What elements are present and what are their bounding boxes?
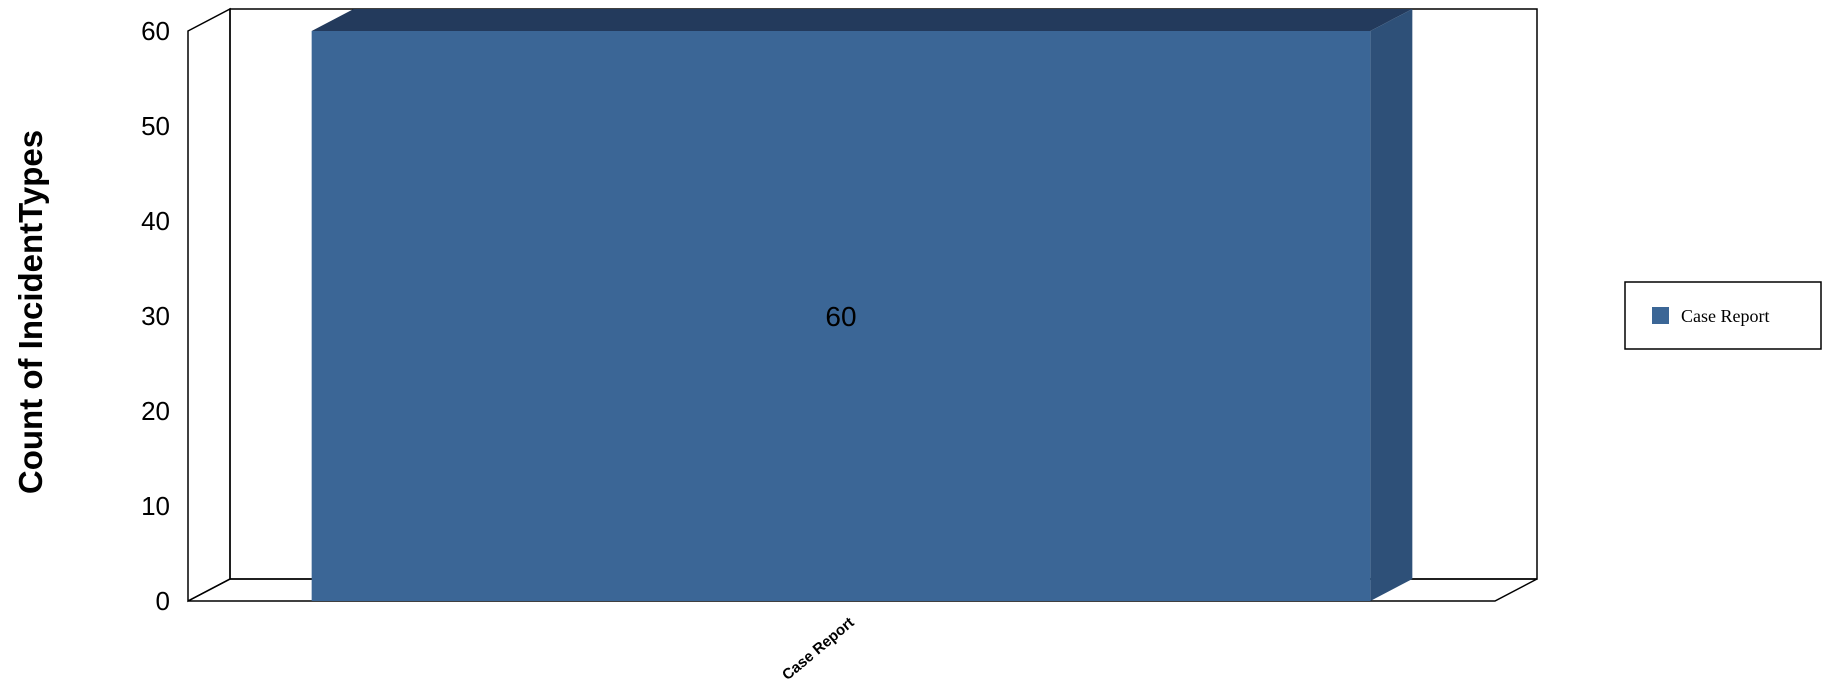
bar-top-face bbox=[311, 9, 1413, 31]
y-tick-label: 0 bbox=[156, 586, 170, 616]
y-axis-ticks: 0 10 20 30 40 50 60 bbox=[141, 16, 170, 616]
y-tick-label: 10 bbox=[141, 491, 170, 521]
x-tick-label: Case Report bbox=[779, 614, 858, 684]
bar-front-face bbox=[311, 31, 1371, 601]
y-tick-label: 30 bbox=[141, 301, 170, 331]
legend-swatch bbox=[1652, 307, 1669, 324]
bar-side-face bbox=[1370, 9, 1413, 601]
y-axis-title: Count of IncidentTypes bbox=[12, 130, 49, 494]
legend: Case Report bbox=[1624, 281, 1822, 350]
data-label: 60 bbox=[825, 301, 856, 332]
legend-label: Case Report bbox=[1681, 306, 1769, 326]
bars bbox=[311, 9, 1413, 601]
y-tick-label: 60 bbox=[141, 16, 170, 46]
y-tick-label: 40 bbox=[141, 206, 170, 236]
y-tick-label: 20 bbox=[141, 396, 170, 426]
bar bbox=[311, 9, 1413, 601]
data-labels: 60 bbox=[825, 301, 856, 332]
y-tick-label: 50 bbox=[141, 111, 170, 141]
x-axis-ticks: Case Report bbox=[779, 614, 858, 684]
